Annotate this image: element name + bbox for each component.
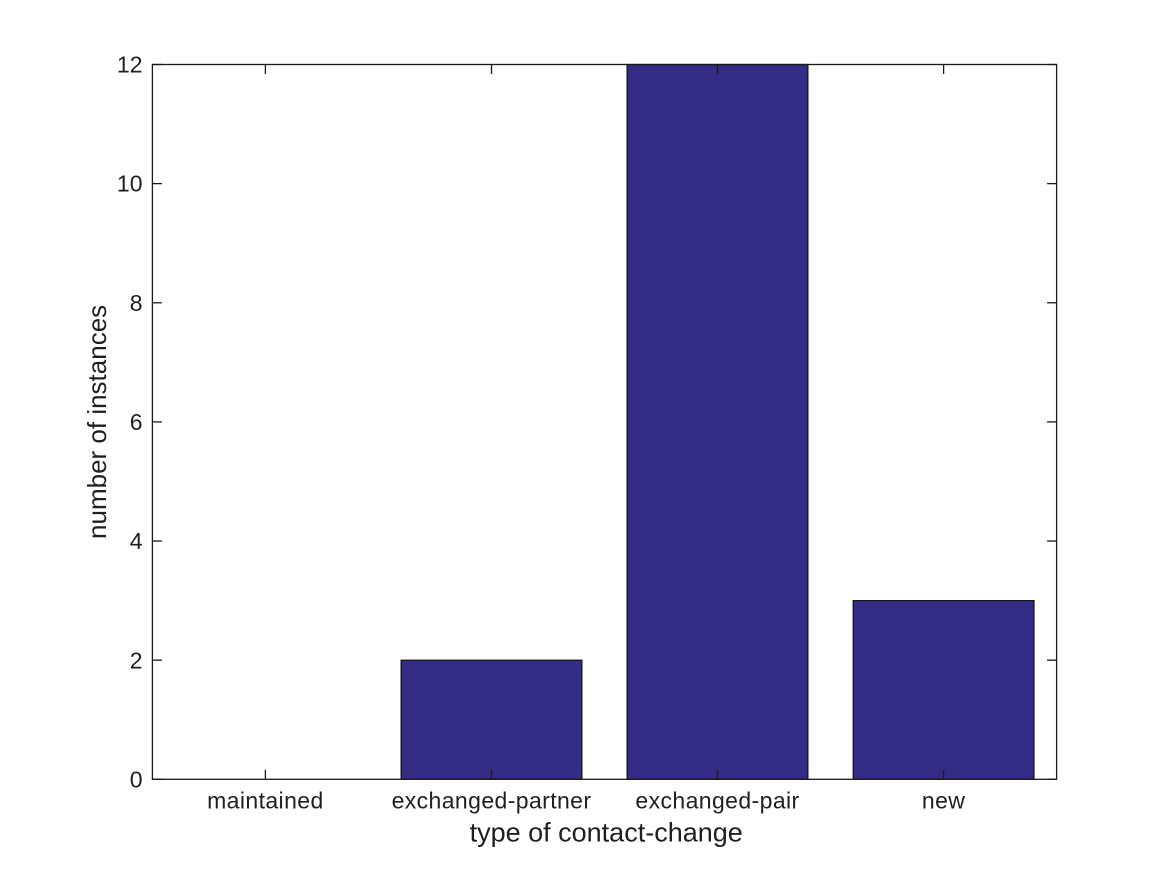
svg-text:number of instances: number of instances bbox=[82, 305, 112, 539]
svg-text:0: 0 bbox=[130, 766, 143, 792]
svg-text:4: 4 bbox=[130, 528, 143, 554]
svg-text:type of contact-change: type of contact-change bbox=[470, 818, 743, 848]
svg-text:exchanged-pair: exchanged-pair bbox=[635, 788, 799, 814]
svg-text:12: 12 bbox=[117, 52, 143, 78]
svg-text:exchanged-partner: exchanged-partner bbox=[392, 788, 592, 814]
svg-text:6: 6 bbox=[130, 409, 143, 435]
svg-text:2: 2 bbox=[130, 647, 143, 673]
svg-text:10: 10 bbox=[117, 171, 143, 197]
svg-text:new: new bbox=[922, 788, 965, 814]
svg-text:maintained: maintained bbox=[207, 788, 324, 814]
svg-text:8: 8 bbox=[130, 290, 143, 316]
